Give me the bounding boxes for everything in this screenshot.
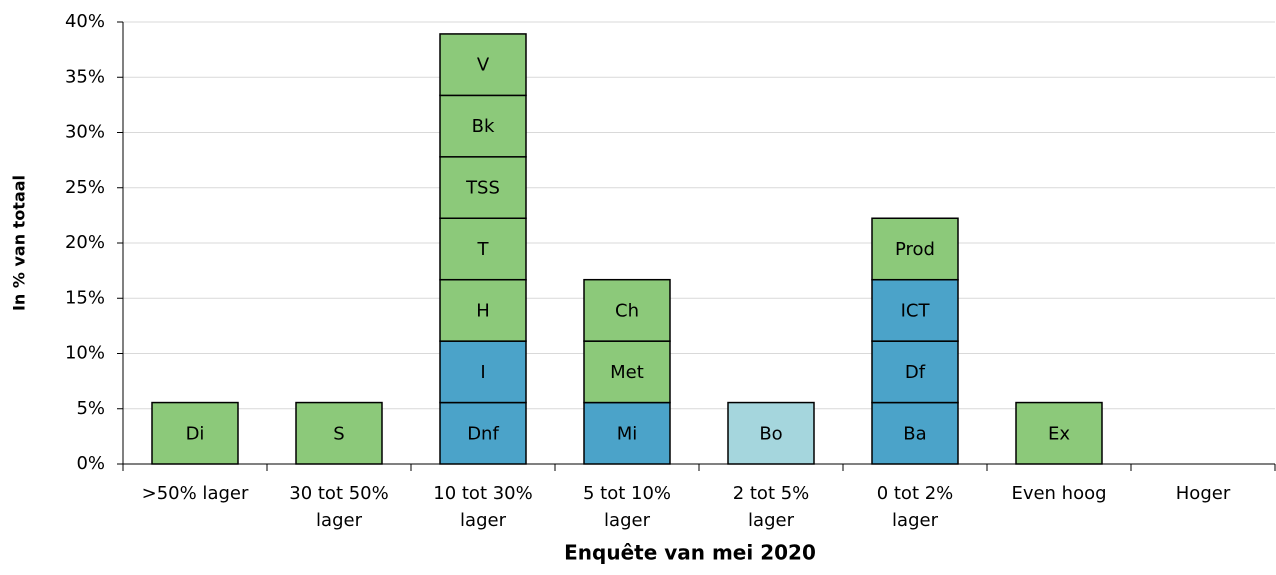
segment-label: V — [477, 55, 490, 76]
bar-segment — [439, 401, 527, 465]
y-tick-label: 15% — [65, 287, 105, 308]
bar-segment — [871, 278, 959, 342]
segment-label: I — [480, 362, 485, 383]
segment-label: Di — [186, 423, 205, 444]
bar-segment — [583, 401, 671, 465]
bar-segment — [583, 340, 671, 404]
bar-segment — [1015, 401, 1103, 465]
y-axis-title: In % van totaal — [10, 175, 29, 311]
bar-segment — [151, 401, 239, 465]
segment-label: Met — [610, 362, 644, 383]
segment-label: ICT — [901, 300, 931, 321]
segment-label: Bo — [759, 423, 782, 444]
bar-segment — [295, 401, 383, 465]
segment-label: T — [477, 239, 490, 260]
bar-segment — [871, 401, 959, 465]
bar-segment — [439, 33, 527, 97]
x-tick-label: 0 tot 2% lager — [877, 483, 954, 531]
x-tick-label: 2 tot 5% lager — [733, 483, 810, 531]
segment-label: Ex — [1048, 423, 1070, 444]
bar-segment — [439, 217, 527, 281]
segment-label: Dnf — [467, 423, 499, 444]
segment-label: Prod — [895, 239, 935, 260]
x-tick-label: Even hoog — [1011, 483, 1106, 504]
segment-label: S — [333, 423, 344, 444]
segment-label: Bk — [472, 116, 495, 137]
bar-segment — [871, 217, 959, 281]
segment-label: Df — [905, 362, 926, 383]
bar-segment — [439, 278, 527, 342]
y-tick-label: 20% — [65, 232, 105, 253]
y-tick-label: 30% — [65, 122, 105, 143]
y-tick-label: 25% — [65, 177, 105, 198]
bar-segment — [583, 278, 671, 342]
x-tick-label: 5 tot 10% lager — [583, 483, 671, 531]
x-tick-label: >50% lager — [142, 483, 249, 504]
segment-label: Ch — [615, 300, 639, 321]
segment-label: Mi — [617, 423, 638, 444]
segment-label: Ba — [903, 423, 926, 444]
x-axis-title: Enquête van mei 2020 — [564, 541, 816, 565]
y-tick-label: 10% — [65, 343, 105, 364]
x-tick-label: Hoger — [1176, 483, 1231, 504]
y-tick-label: 5% — [76, 398, 105, 419]
y-tick-label: 35% — [65, 66, 105, 87]
bar-segment — [727, 401, 815, 465]
segment-label: H — [476, 300, 490, 321]
bar-segment — [439, 156, 527, 219]
y-tick-label: 0% — [76, 453, 105, 474]
y-tick-label: 40% — [65, 11, 105, 32]
x-tick-label: 10 tot 30% lager — [433, 483, 532, 531]
segment-label: TSS — [465, 178, 500, 199]
x-tick-label: 30 tot 50% lager — [289, 483, 388, 531]
